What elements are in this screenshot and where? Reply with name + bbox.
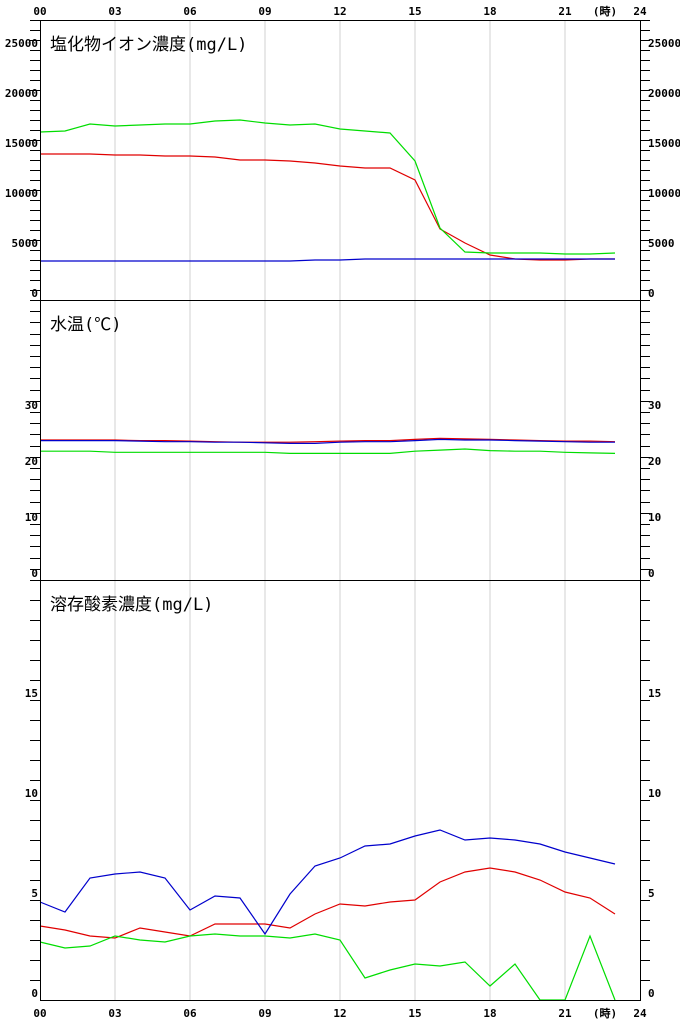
x-tick-label-top: 09	[258, 5, 271, 18]
y-tick-label-left: 10	[25, 511, 38, 524]
x-tick-label-top: 12	[333, 5, 346, 18]
panel-1	[30, 20, 650, 301]
y-tick-label-right: 10000	[648, 187, 680, 200]
x-tick-label-bottom: 18	[483, 1007, 496, 1020]
panel-2	[30, 300, 650, 581]
x-tick-label-bottom: 21	[558, 1007, 572, 1020]
series-line-blue	[39, 829, 616, 936]
y-tick-label-left: 10000	[5, 187, 38, 200]
panel-title: 塩化物イオン濃度(mg/L)	[50, 35, 247, 55]
panel-frame	[40, 580, 641, 1001]
y-tick-label-left: 20	[25, 455, 38, 468]
x-tick-label-top: 21	[558, 5, 572, 18]
y-tick-label-right: 30	[648, 399, 661, 412]
x-tick-label-bottom: 06	[183, 1007, 197, 1020]
series-line-green	[40, 448, 616, 454]
y-tick-label-left: 10	[25, 787, 38, 800]
y-tick-label-left: 25000	[5, 37, 38, 50]
y-tick-label-left: 0	[31, 567, 38, 580]
x-tick-label-bottom: 24	[633, 1007, 647, 1020]
y-tick-label-left: 15000	[5, 137, 38, 150]
panel-title: 水温(℃)	[50, 315, 121, 335]
y-tick-label-left: 30	[25, 399, 38, 412]
y-tick-label-right: 10	[648, 511, 661, 524]
y-tick-label-left: 0	[31, 287, 38, 300]
y-tick-label-left: 5	[31, 887, 38, 900]
x-tick-label-top: 00	[33, 5, 46, 18]
y-tick-label-right: 0	[648, 567, 655, 580]
y-tick-label-left: 5000	[12, 237, 39, 250]
x-unit-label-bottom: (時)	[593, 1006, 617, 1020]
panel-title: 溶存酸素濃度(mg/L)	[50, 595, 213, 615]
x-tick-label-top: 18	[483, 5, 496, 18]
series-line-green	[39, 933, 616, 1001]
y-tick-label-right: 25000	[648, 37, 680, 50]
y-tick-label-left: 0	[31, 987, 38, 1000]
x-tick-label-top: 24	[633, 5, 647, 18]
series-line-blue	[40, 438, 615, 444]
y-tick-label-left: 20000	[5, 87, 38, 100]
y-tick-label-left: 15	[25, 687, 38, 700]
series-line-red	[40, 153, 615, 261]
y-tick-label-right: 5000	[648, 237, 675, 250]
y-tick-label-right: 0	[648, 287, 655, 300]
panel-3	[30, 580, 650, 1001]
series-line-blue	[40, 258, 615, 262]
x-tick-label-bottom: 09	[258, 1007, 271, 1020]
y-tick-label-right: 20	[648, 455, 661, 468]
y-tick-label-right: 10	[648, 787, 661, 800]
x-tick-label-top: 06	[183, 5, 197, 18]
y-tick-label-right: 15000	[648, 137, 680, 150]
x-unit-label-top: (時)	[593, 4, 617, 18]
x-tick-label-top: 15	[408, 5, 421, 18]
x-tick-label-bottom: 03	[108, 1007, 121, 1020]
y-tick-label-right: 5	[648, 887, 655, 900]
y-tick-label-right: 15	[648, 687, 661, 700]
series-line-red	[39, 867, 616, 939]
y-tick-label-right: 20000	[648, 87, 680, 100]
y-tick-label-right: 0	[648, 987, 655, 1000]
x-tick-label-bottom: 00	[33, 1007, 46, 1020]
x-tick-label-bottom: 12	[333, 1007, 346, 1020]
x-tick-label-bottom: 15	[408, 1007, 421, 1020]
x-tick-label-top: 03	[108, 5, 121, 18]
series-line-green	[39, 119, 616, 255]
